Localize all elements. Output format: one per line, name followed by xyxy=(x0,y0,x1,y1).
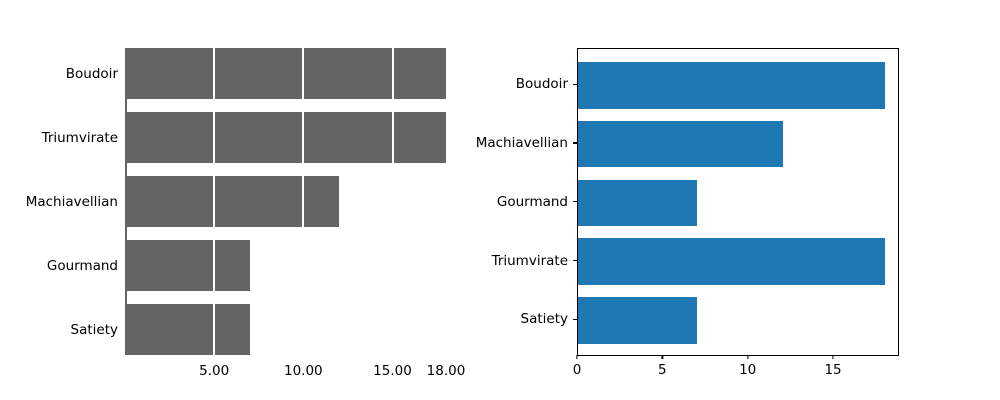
left-bar-chart-plot-area xyxy=(125,48,446,355)
y-tick-mark xyxy=(573,201,577,203)
y-axis-label-boudoir: Boudoir xyxy=(515,76,568,93)
bar-triumvirate xyxy=(125,112,446,163)
bar-machiavellian xyxy=(125,176,339,227)
bar-satiety xyxy=(125,304,250,355)
bar-boudoir xyxy=(578,62,886,109)
y-axis-label-gourmand: Gourmand xyxy=(496,193,568,210)
bar-gourmand xyxy=(578,179,698,227)
x-tick-mark-0 xyxy=(576,355,578,359)
y-tick-mark xyxy=(573,83,577,85)
bar-boudoir xyxy=(125,48,446,99)
x-tick-label-10.00: 10.00 xyxy=(284,363,323,379)
x-tick-label-18.00: 18.00 xyxy=(426,363,466,379)
y-axis-label-gourmand: Gourmand xyxy=(46,257,118,274)
bar-machiavellian xyxy=(578,120,783,168)
x-tick-mark-10 xyxy=(747,355,749,359)
x-tick-label-15: 15 xyxy=(824,362,842,378)
y-tick-mark xyxy=(573,318,577,321)
y-axis-label-satiety: Satiety xyxy=(520,311,568,328)
y-axis-label-triumvirate: Triumvirate xyxy=(491,252,568,269)
gridline-x-15 xyxy=(391,48,394,355)
x-tick-label-10: 10 xyxy=(739,362,757,378)
y-tick-mark xyxy=(573,142,577,144)
zero-axis-line xyxy=(125,48,127,355)
x-tick-label-5.00: 5.00 xyxy=(199,363,230,379)
y-axis-label-machiavellian: Machiavellian xyxy=(25,193,118,210)
right-bar-chart-plot-box xyxy=(577,48,899,356)
gridline-x-10 xyxy=(302,48,305,355)
y-axis-label-triumvirate: Triumvirate xyxy=(41,129,118,146)
y-axis-label-machiavellian: Machiavellian xyxy=(475,135,568,152)
bar-satiety xyxy=(578,297,698,344)
y-axis-label-boudoir: Boudoir xyxy=(65,65,118,82)
y-axis-label-satiety: Satiety xyxy=(70,321,118,338)
bar-triumvirate xyxy=(578,238,886,285)
x-tick-label-0: 0 xyxy=(572,362,582,378)
x-tick-mark-5 xyxy=(661,355,663,359)
y-tick-mark xyxy=(573,260,577,262)
gridline-x-5 xyxy=(213,48,216,355)
bar-gourmand xyxy=(125,240,250,291)
x-tick-mark-15 xyxy=(832,355,834,359)
x-tick-label-5: 5 xyxy=(658,362,667,378)
x-tick-label-15.00: 15.00 xyxy=(373,363,412,379)
